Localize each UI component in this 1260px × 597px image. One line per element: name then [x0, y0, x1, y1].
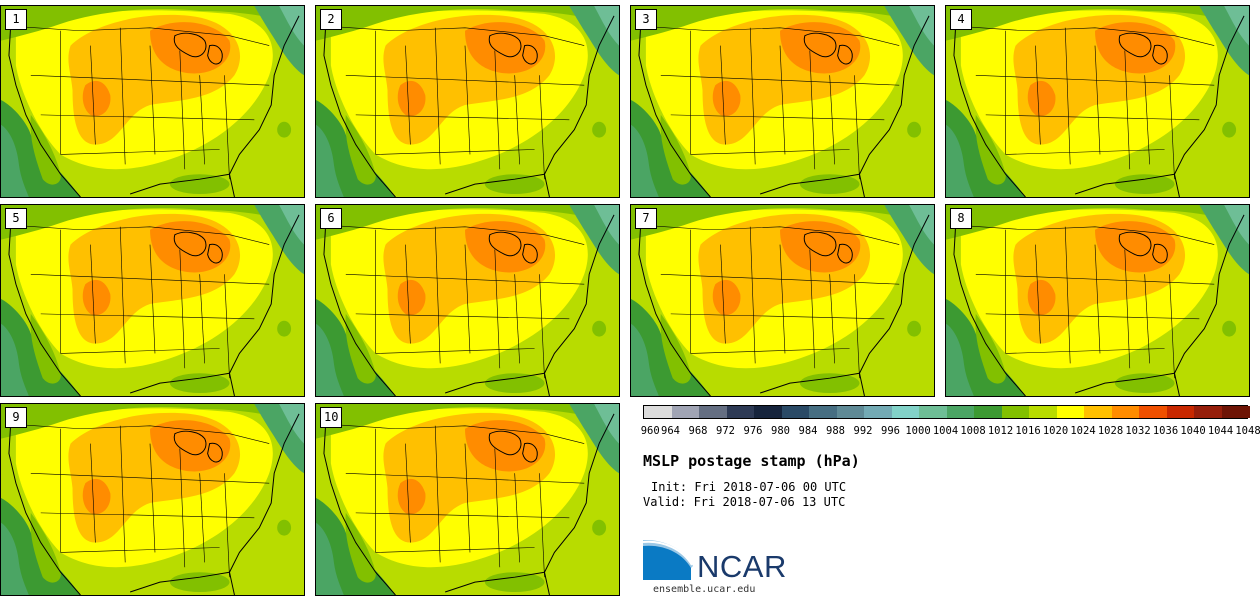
member-number-label: 8 — [950, 208, 972, 229]
member-number-label: 10 — [320, 407, 343, 428]
chart-title: MSLP postage stamp (hPa) — [643, 452, 860, 470]
colorbar-tick-label: 1032 — [1125, 425, 1151, 437]
colorbar-swatch — [644, 406, 672, 418]
mslp-map — [946, 205, 1249, 396]
colorbar-swatch — [919, 406, 947, 418]
colorbar-tick-label: 984 — [798, 425, 818, 437]
colorbar-tick-label: 1016 — [1015, 425, 1041, 437]
member-number-label: 4 — [950, 9, 972, 30]
colorbar-tick-label: 1036 — [1152, 425, 1179, 437]
member-number-label: 6 — [320, 208, 342, 229]
colorbar-tick-label: 976 — [743, 425, 763, 437]
colorbar-swatch — [1029, 406, 1057, 418]
mslp-map — [1, 6, 304, 197]
stamp-panel-8[interactable]: 8 — [945, 204, 1250, 397]
mslp-map — [631, 205, 934, 396]
colorbar-swatch — [946, 406, 975, 418]
colorbar-tick-label: 1004 — [932, 425, 959, 437]
colorbar-tick-label: 1000 — [905, 425, 931, 437]
colorbar-swatch — [1194, 406, 1222, 418]
stamp-panel-5[interactable]: 5 — [0, 204, 305, 397]
colorbar-swatch — [1084, 406, 1112, 418]
colorbar-swatch — [1001, 406, 1030, 418]
stamp-panel-4[interactable]: 4 — [945, 5, 1250, 198]
stamp-panel-9[interactable]: 9 — [0, 403, 305, 596]
colorbar-swatch — [781, 406, 810, 418]
colorbar-tick-label: 988 — [826, 425, 845, 437]
colorbar-tick-label: 1008 — [960, 425, 986, 437]
stamp-panel-1[interactable]: 1 — [0, 5, 305, 198]
colorbar-tick-label: 1040 — [1180, 425, 1206, 437]
colorbar-tick-label: 996 — [881, 425, 900, 437]
member-number-label: 3 — [635, 9, 657, 30]
stamp-panel-3[interactable]: 3 — [630, 5, 935, 198]
valid-time: Valid: Fri 2018-07-06 13 UTC — [643, 495, 846, 509]
colorbar-tick-label: 964 — [661, 425, 680, 437]
colorbar-swatch — [671, 406, 700, 418]
member-number-label: 1 — [5, 9, 27, 30]
mslp-map — [316, 6, 619, 197]
ncar-logo-icon — [643, 540, 693, 580]
colorbar-tick-label: 1024 — [1070, 425, 1096, 437]
logo-name: NCAR — [697, 549, 787, 584]
colorbar-tick-label: 1012 — [987, 425, 1014, 437]
member-number-label: 7 — [635, 208, 657, 229]
colorbar-tick-label: 960 — [640, 425, 660, 437]
colorbar-tick-label: 1048 — [1235, 425, 1260, 437]
colorbar — [643, 405, 1250, 419]
mslp-map — [631, 6, 934, 197]
colorbar-swatch — [809, 406, 837, 418]
stamp-panel-10[interactable]: 10 — [315, 403, 620, 596]
mslp-map — [1, 404, 304, 595]
colorbar-tick-label: 972 — [716, 425, 735, 437]
mslp-map — [316, 205, 619, 396]
colorbar-swatch — [864, 406, 892, 418]
colorbar-swatch — [699, 406, 727, 418]
member-number-label: 2 — [320, 9, 342, 30]
colorbar-swatch — [1166, 406, 1195, 418]
colorbar-swatch — [1139, 406, 1167, 418]
stamp-panel-6[interactable]: 6 — [315, 204, 620, 397]
colorbar-swatch — [1221, 406, 1250, 418]
mslp-map — [946, 6, 1249, 197]
colorbar-tick-label: 1020 — [1042, 425, 1069, 437]
mslp-map — [1, 205, 304, 396]
colorbar-labels: 960 964 968 972 976 980 984 988 992 996 1000 1004 10… — [640, 425, 1260, 439]
mslp-map — [316, 404, 619, 595]
colorbar-swatch — [1056, 406, 1085, 418]
colorbar-tick-label: 1044 — [1207, 425, 1234, 437]
member-number-label: 9 — [5, 407, 27, 428]
logo-url[interactable]: ensemble.ucar.edu — [653, 584, 756, 595]
colorbar-swatch — [891, 406, 920, 418]
stamp-panel-2[interactable]: 2 — [315, 5, 620, 198]
colorbar-tick-label: 992 — [853, 425, 873, 437]
init-time: Init: Fri 2018-07-06 00 UTC — [651, 480, 847, 494]
colorbar-tick-label: 980 — [771, 425, 790, 437]
stamp-panel-7[interactable]: 7 — [630, 204, 935, 397]
colorbar-swatch — [726, 406, 755, 418]
colorbar-swatch — [836, 406, 865, 418]
colorbar-swatch — [1111, 406, 1140, 418]
colorbar-tick-label: 968 — [688, 425, 708, 437]
colorbar-tick-label: 1028 — [1097, 425, 1124, 437]
colorbar-swatch — [974, 406, 1002, 418]
member-number-label: 5 — [5, 208, 27, 229]
colorbar-swatch — [754, 406, 782, 418]
